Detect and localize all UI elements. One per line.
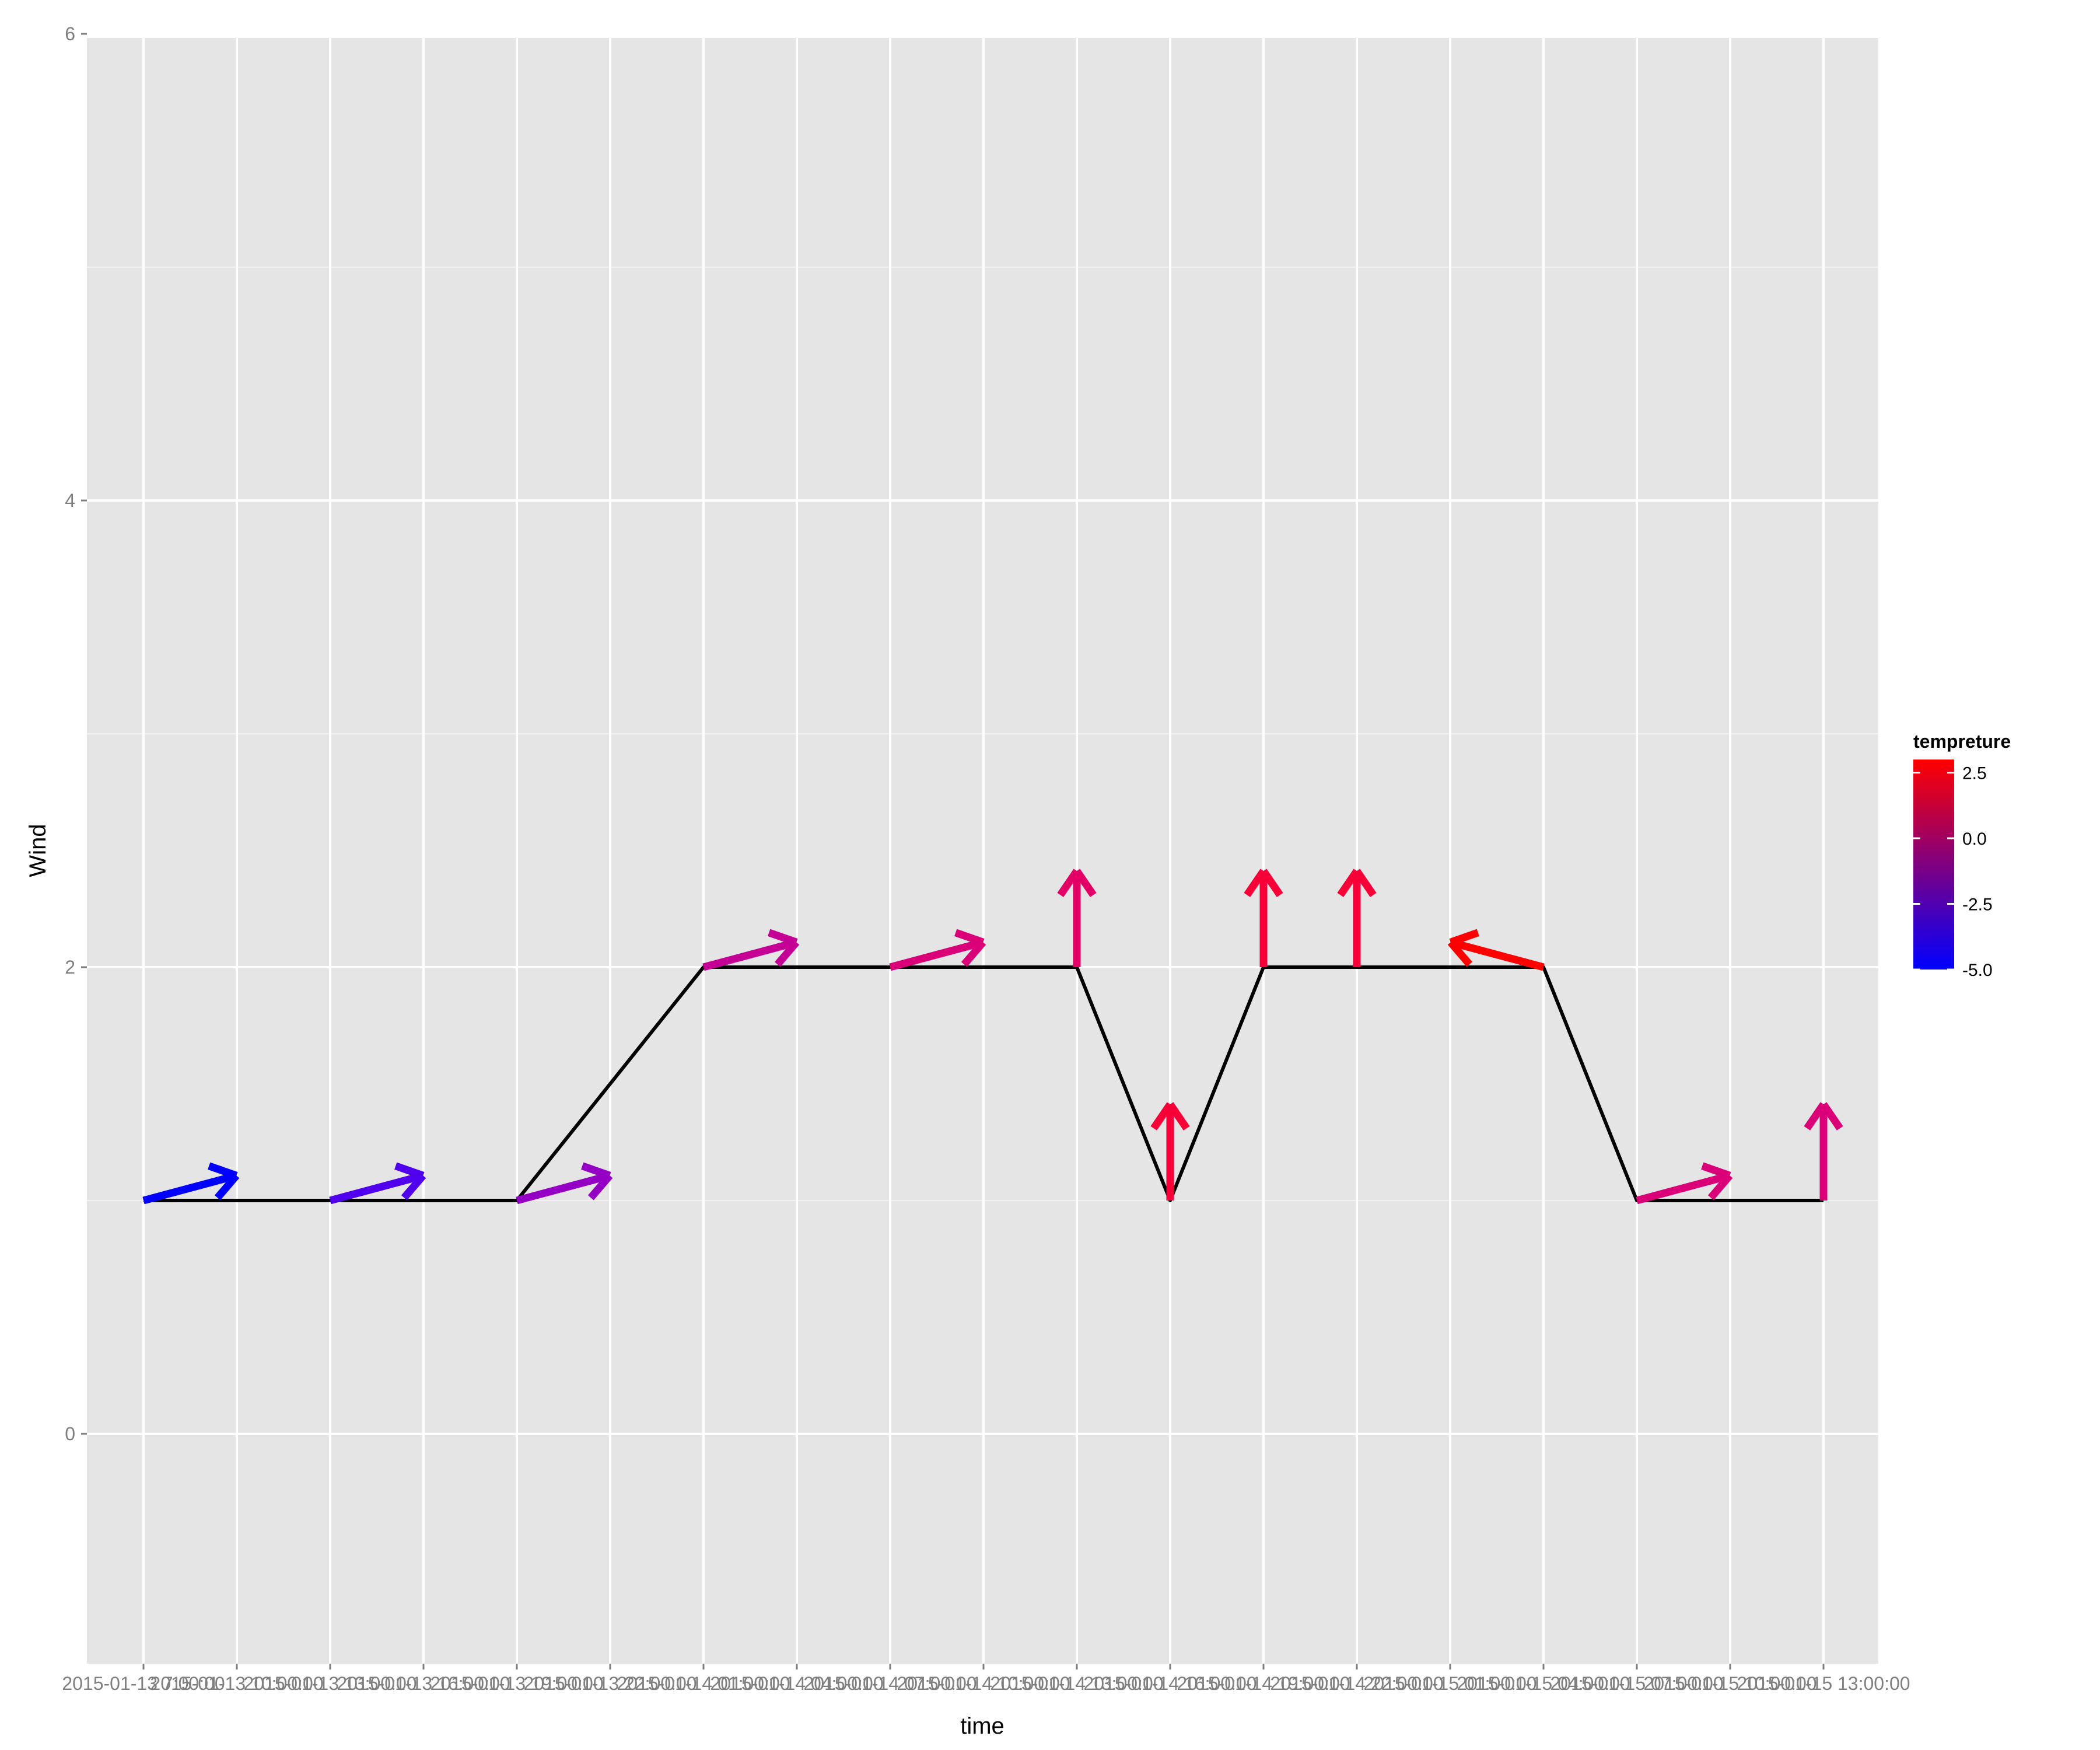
- wind-arrow-head: [394, 1162, 425, 1180]
- x-tick-label: 2015-01-13 22:00:00: [523, 1673, 696, 1694]
- wind-arrow: [516, 1162, 613, 1205]
- wind-arrow: [1244, 869, 1283, 967]
- wind-arrow-head: [1353, 869, 1377, 897]
- wind-arrow-head: [1260, 869, 1283, 897]
- wind-arrow: [1804, 1102, 1843, 1200]
- legend-ticks: 2.5 0.0 -2.5 -5.0: [1913, 764, 1993, 980]
- wind-arrow: [702, 929, 800, 971]
- x-tick-label: 2015-01-13 13:00:00: [243, 1673, 416, 1694]
- y-tick-label: 2: [65, 957, 75, 978]
- wind-arrow-shaft: [1449, 939, 1545, 971]
- x-tick-label: 2015-01-14 07:00:00: [803, 1673, 977, 1694]
- wind-arrow: [329, 1162, 426, 1205]
- legend: tempreture 2.5 0.0 -2.5 -5.0: [1913, 731, 2011, 980]
- wind-arrow-head: [1337, 869, 1360, 897]
- wind-arrow: [142, 1162, 240, 1205]
- wind-arrow-head: [961, 940, 986, 967]
- y-tick-label: 0: [65, 1423, 75, 1444]
- wind-arrow: [1150, 1102, 1190, 1200]
- y-axis-title: Wind: [25, 824, 51, 877]
- legend-label: 0.0: [1962, 830, 1987, 849]
- wind-arrow-head: [401, 1173, 426, 1200]
- x-tick-label: 2015-01-14 04:00:00: [710, 1673, 883, 1694]
- wind-arrow-head: [1244, 869, 1267, 897]
- x-tick-label: 2015-01-15 04:00:00: [1457, 1673, 1630, 1694]
- wind-arrow-shaft: [516, 1172, 611, 1205]
- y-tick-label: 4: [65, 490, 75, 511]
- legend-label: -2.5: [1962, 895, 1993, 915]
- x-tick-label: 2015-01-14 13:00:00: [990, 1673, 1163, 1694]
- wind-arrow-head: [587, 1173, 613, 1200]
- grid-lines: [87, 33, 1878, 1664]
- wind-arrow-head: [1701, 1162, 1731, 1180]
- wind-arrow-head: [1447, 940, 1473, 967]
- wind-arrow-shaft: [142, 1172, 238, 1205]
- wind-arrow-head: [1820, 1102, 1843, 1130]
- wind-arrow-shaft: [702, 939, 798, 971]
- wind-arrow-head: [1073, 869, 1097, 897]
- legend-title: tempreture: [1913, 731, 2011, 752]
- x-tick-label: 2015-01-15 13:00:00: [1737, 1673, 1910, 1694]
- x-tick-label: 2015-01-14 01:00:00: [617, 1673, 790, 1694]
- x-tick-label: 2015-01-13 16:00:00: [337, 1673, 510, 1694]
- wind-arrow-head: [1449, 929, 1479, 946]
- wind-arrow-head: [1167, 1102, 1190, 1130]
- wind-arrow-head: [581, 1162, 611, 1180]
- legend-label: 2.5: [1962, 764, 1987, 783]
- wind-arrow-head: [208, 1162, 238, 1180]
- wind-arrow-shaft: [329, 1172, 425, 1205]
- x-tick-label: 2015-01-13 19:00:00: [430, 1673, 603, 1694]
- wind-arrow-head: [1804, 1102, 1827, 1130]
- x-tick-label: 2015-01-14 22:00:00: [1270, 1673, 1443, 1694]
- legend-colorbar: [1913, 760, 1954, 970]
- wind-arrow: [1057, 869, 1097, 967]
- x-tick-label: 2015-01-14 19:00:00: [1177, 1673, 1350, 1694]
- wind-arrow-head: [774, 940, 800, 967]
- wind-arrow-shaft: [889, 939, 985, 971]
- x-tick-label: 2015-01-13 10:00:00: [150, 1673, 323, 1694]
- x-tick-label: 2015-01-13 7:00:00: [62, 1673, 225, 1694]
- wind-arrow: [1337, 869, 1377, 967]
- wind-arrow: [1447, 929, 1545, 971]
- wind-arrow: [889, 929, 986, 971]
- wind-arrow-shaft: [1636, 1172, 1731, 1205]
- wind-arrow: [1636, 1162, 1733, 1205]
- x-axis-title: time: [960, 1713, 1005, 1739]
- wind-arrow-head: [954, 929, 985, 946]
- data-marks: [142, 869, 1843, 1205]
- wind-arrow-head: [214, 1173, 240, 1200]
- wind-arrow-head: [768, 929, 798, 946]
- wind-arrow-head: [1707, 1173, 1733, 1200]
- x-tick-label: 2015-01-15 10:00:00: [1643, 1673, 1817, 1694]
- legend-label: -5.0: [1962, 961, 1993, 980]
- x-tick-label: 2015-01-14 10:00:00: [897, 1673, 1070, 1694]
- x-tick-label: 2015-01-14 16:00:00: [1083, 1673, 1256, 1694]
- x-tick-label: 2015-01-15 07:00:00: [1550, 1673, 1723, 1694]
- y-tick-label: 6: [65, 23, 75, 44]
- wind-arrow-head: [1057, 869, 1080, 897]
- wind-arrow-head: [1150, 1102, 1174, 1130]
- x-tick-label: 2015-01-15 01:00:00: [1363, 1673, 1536, 1694]
